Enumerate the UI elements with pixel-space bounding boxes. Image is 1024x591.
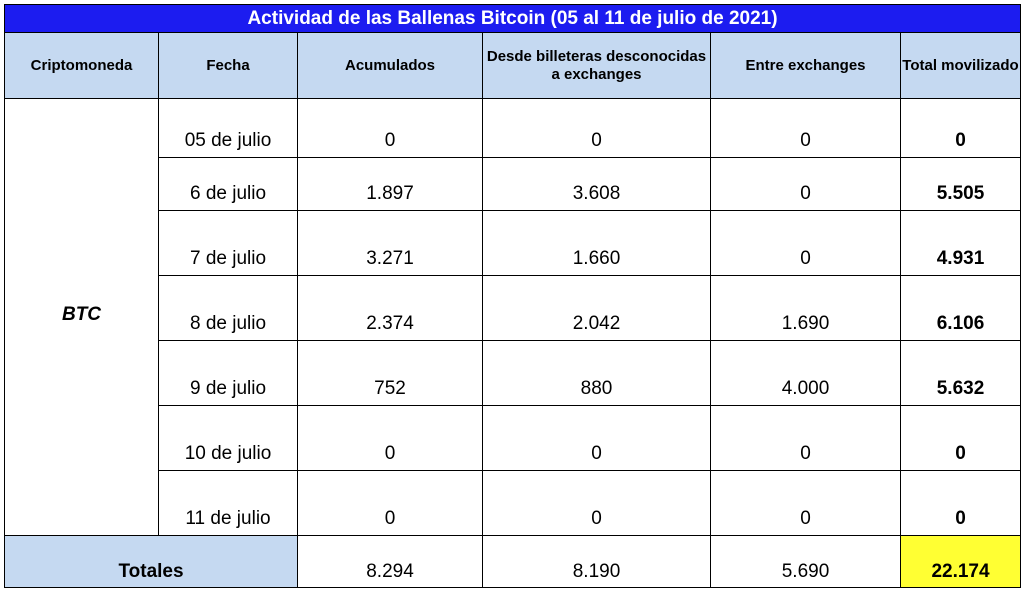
table: Actividad de las Ballenas Bitcoin (05 al… [4,4,1021,588]
table-row: 7 de julio 3.271 1.660 0 4.931 [5,210,1021,276]
value-cell: 752 [297,340,483,406]
table-wrap: Actividad de las Ballenas Bitcoin (05 al… [4,4,1021,588]
value-cell: 3.271 [297,210,483,276]
value-cell: 4.000 [710,340,901,406]
total-cell: 22.174 [900,535,1021,588]
column-header: Criptomoneda [4,32,159,99]
date-cell: 7 de julio [158,210,298,276]
value-cell: 0 [297,98,483,158]
value-cell: 2.042 [482,275,711,341]
value-cell: 5.505 [900,157,1021,211]
value-cell: 0 [710,210,901,276]
table-row: 10 de julio 0 0 0 0 [5,405,1021,471]
value-cell: 880 [482,340,711,406]
value-cell: 0 [482,470,711,536]
value-cell: 0 [710,405,901,471]
date-cell: 05 de julio [158,98,298,158]
table-row: 9 de julio 752 880 4.000 5.632 [5,340,1021,406]
totals-label: Totales [4,535,298,588]
value-cell: 0 [710,157,901,211]
table-title: Actividad de las Ballenas Bitcoin (05 al… [4,4,1021,33]
total-cell: 5.690 [710,535,901,588]
value-cell: 1.897 [297,157,483,211]
column-header: Desde billeteras desconocidas a exchange… [482,32,711,99]
value-cell: 0 [297,405,483,471]
value-cell: 0 [297,470,483,536]
crypto-cell: BTC [4,98,159,536]
date-cell: 8 de julio [158,275,298,341]
value-cell: 0 [900,98,1021,158]
value-cell: 0 [482,405,711,471]
date-cell: 9 de julio [158,340,298,406]
value-cell: 0 [900,470,1021,536]
column-header: Fecha [158,32,298,99]
value-cell: 2.374 [297,275,483,341]
table-row: Actividad de las Ballenas Bitcoin (05 al… [4,4,1021,33]
table-row: 8 de julio 2.374 2.042 1.690 6.106 [5,275,1021,341]
table-row: 6 de julio 1.897 3.608 0 5.505 [5,157,1021,211]
date-cell: 11 de julio [158,470,298,536]
column-header: Acumulados [297,32,483,99]
value-cell: 1.660 [482,210,711,276]
value-cell: 4.931 [900,210,1021,276]
total-cell: 8.190 [482,535,711,588]
value-cell: 0 [482,98,711,158]
value-cell: 6.106 [900,275,1021,341]
value-cell: 0 [710,470,901,536]
table-row: Totales 8.294 8.190 5.690 22.174 [4,535,1021,588]
column-header: Entre exchanges [710,32,901,99]
value-cell: 0 [710,98,901,158]
value-cell: 0 [900,405,1021,471]
value-cell: 3.608 [482,157,711,211]
date-cell: 6 de julio [158,157,298,211]
date-cell: 10 de julio [158,405,298,471]
value-cell: 5.632 [900,340,1021,406]
table-row: BTC 05 de julio 0 0 0 0 [4,98,1021,536]
value-cell: 1.690 [710,275,901,341]
total-cell: 8.294 [297,535,483,588]
column-header: Total movilizado [900,32,1021,99]
table-row: Criptomoneda Fecha Acumulados Desde billete… [4,32,1021,99]
table-row: 11 de julio 0 0 0 0 [5,470,1021,536]
